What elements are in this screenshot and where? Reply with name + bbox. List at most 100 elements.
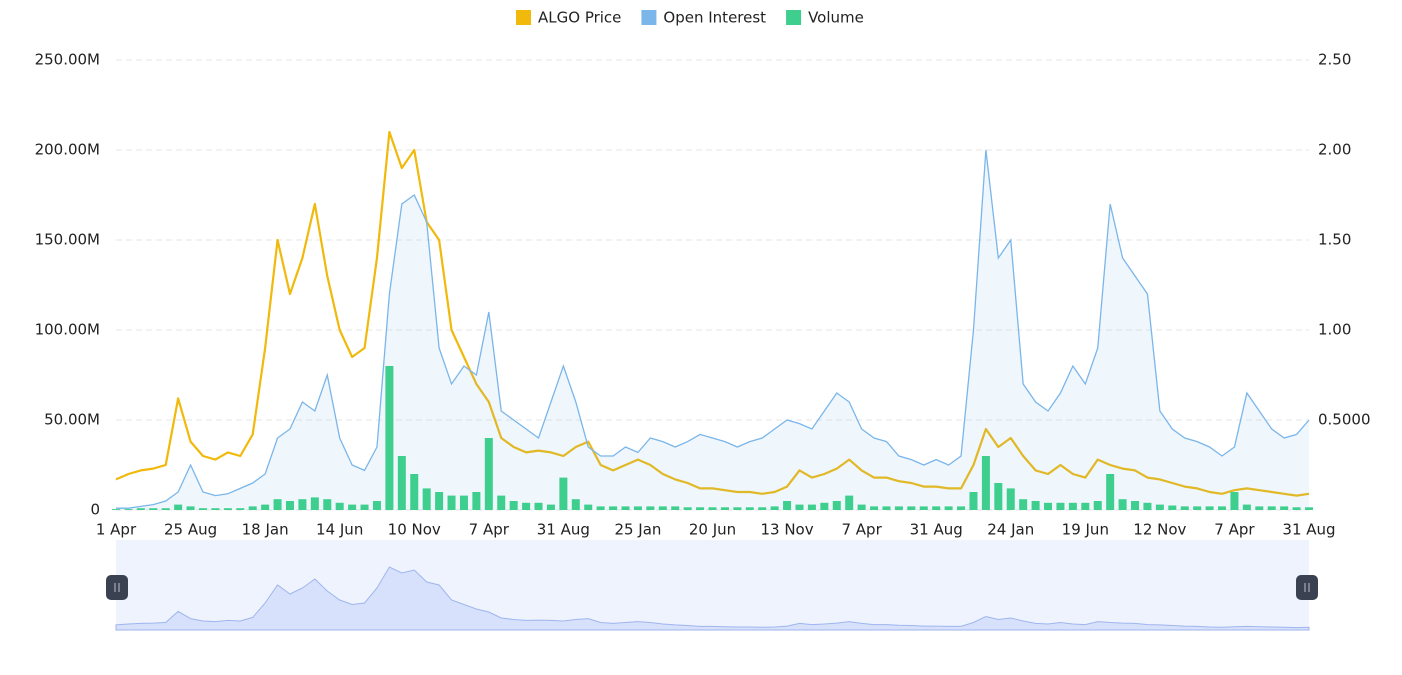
- bar: [534, 502, 543, 510]
- y2-tick-label: 1.00: [1318, 321, 1351, 339]
- bar: [1280, 506, 1289, 510]
- bar: [1081, 502, 1090, 510]
- bar: [957, 506, 966, 510]
- bar: [136, 508, 145, 510]
- bar: [310, 497, 319, 510]
- bar: [410, 474, 419, 510]
- bar: [1019, 499, 1028, 510]
- y-tick-label: 0: [90, 501, 100, 519]
- bar: [335, 502, 344, 510]
- bar: [795, 504, 804, 510]
- bar: [261, 504, 270, 510]
- bar: [571, 499, 580, 510]
- bar: [124, 509, 133, 510]
- bar: [149, 508, 158, 510]
- navigator-handle[interactable]: [1296, 575, 1318, 600]
- x-tick-label: 12 Nov: [1133, 521, 1186, 539]
- bar: [1205, 506, 1214, 510]
- y2-tick-label: 2.50: [1318, 51, 1351, 69]
- bar: [832, 501, 841, 510]
- bar: [658, 506, 667, 510]
- x-tick-label: 31 Aug: [1282, 521, 1335, 539]
- bar: [870, 506, 879, 510]
- bar: [161, 508, 170, 510]
- x-tick-label: 19 Jun: [1062, 521, 1109, 539]
- bar: [621, 506, 630, 510]
- bar: [783, 501, 792, 510]
- bar: [758, 507, 767, 510]
- bar: [683, 507, 692, 510]
- y-tick-label: 150.00M: [35, 231, 100, 249]
- legend-swatch[interactable]: [516, 10, 531, 25]
- navigator-area: [115, 566, 1310, 631]
- bar: [1031, 501, 1040, 510]
- bar: [1267, 506, 1276, 510]
- y2-tick-label: 1.50: [1318, 231, 1351, 249]
- bar: [932, 506, 941, 510]
- bar: [223, 508, 232, 510]
- bar: [1230, 492, 1239, 510]
- bar: [472, 492, 481, 510]
- bar: [882, 506, 891, 510]
- x-tick-label: 25 Aug: [164, 521, 217, 539]
- x-tick-label: 14 Jun: [316, 521, 363, 539]
- bar: [497, 495, 506, 510]
- bar: [981, 456, 990, 510]
- area-line: [116, 149, 1310, 509]
- bar: [509, 501, 518, 510]
- bar: [671, 506, 680, 510]
- x-tick-label: 10 Nov: [388, 521, 441, 539]
- bar: [198, 508, 207, 510]
- bar: [174, 504, 183, 510]
- bar: [646, 506, 655, 510]
- bar: [1131, 501, 1140, 510]
- bar: [323, 499, 332, 510]
- bar: [1292, 507, 1301, 510]
- x-tick-label: 20 Jun: [689, 521, 736, 539]
- bar: [1044, 502, 1053, 510]
- bar: [609, 506, 618, 510]
- bar: [1193, 506, 1202, 510]
- bar: [1006, 488, 1015, 510]
- y-tick-label: 200.00M: [35, 141, 100, 159]
- bar: [484, 438, 493, 510]
- y2-tick-label: 0.5000: [1318, 411, 1371, 429]
- bar: [907, 506, 916, 510]
- bar: [720, 507, 729, 510]
- bar: [770, 506, 779, 510]
- bar: [1255, 506, 1264, 510]
- legend-label[interactable]: Volume: [808, 9, 864, 27]
- bar: [745, 507, 754, 510]
- bar: [397, 456, 406, 510]
- legend-label[interactable]: Open Interest: [663, 9, 766, 27]
- x-tick-label: 31 Aug: [537, 521, 590, 539]
- bar: [236, 508, 245, 510]
- bar: [1168, 505, 1177, 510]
- bar: [1118, 499, 1127, 510]
- navigator-handle[interactable]: [106, 575, 128, 600]
- bar: [820, 502, 829, 510]
- bar: [919, 506, 928, 510]
- x-tick-label: 31 Aug: [910, 521, 963, 539]
- bar: [112, 509, 120, 510]
- bar: [1180, 506, 1189, 510]
- y2-tick-label: 2.00: [1318, 141, 1351, 159]
- x-tick-label: 7 Apr: [1214, 521, 1255, 539]
- legend-label[interactable]: ALGO Price: [538, 9, 621, 27]
- bar: [1305, 507, 1313, 510]
- bar: [559, 477, 568, 510]
- x-tick-label: 18 Jan: [242, 521, 289, 539]
- y-tick-label: 50.00M: [44, 411, 100, 429]
- bar: [596, 506, 605, 510]
- legend-swatch[interactable]: [786, 10, 802, 25]
- bar: [211, 508, 220, 510]
- x-tick-label: 7 Apr: [469, 521, 510, 539]
- bar: [385, 366, 394, 510]
- x-tick-label: 1 Apr: [96, 521, 137, 539]
- bar: [273, 499, 282, 510]
- bar: [944, 506, 953, 510]
- legend-swatch[interactable]: [641, 10, 657, 25]
- x-tick-label: 13 Nov: [760, 521, 813, 539]
- y-tick-label: 250.00M: [35, 51, 100, 69]
